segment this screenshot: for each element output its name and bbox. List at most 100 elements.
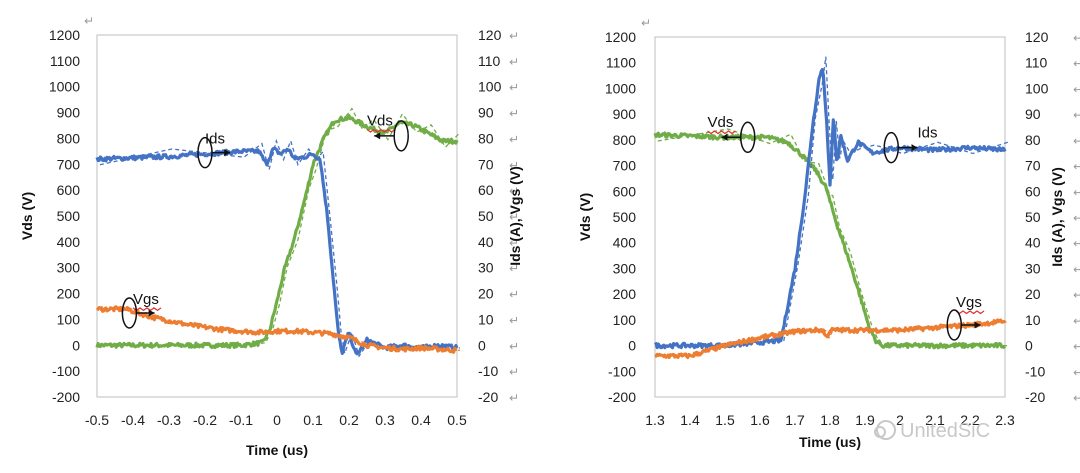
x-tick-label: -0.5 <box>85 412 109 428</box>
spell-underline <box>955 310 985 315</box>
paragraph-mark: ↵ <box>509 184 519 198</box>
paragraph-mark: ↵ <box>509 262 519 276</box>
arrow-head <box>374 132 381 140</box>
y-tick-label: 1200 <box>49 27 80 43</box>
y-tick-label: 200 <box>57 286 81 302</box>
x-tick-label: 0.4 <box>411 412 431 428</box>
y2-tick-label: 110 <box>1025 55 1048 71</box>
y2-tick-label: -20 <box>478 389 498 405</box>
paragraph-mark: ↵ <box>641 16 651 30</box>
y-tick-label: 400 <box>613 235 637 251</box>
paragraph-mark: ↵ <box>1073 57 1080 71</box>
spell-underline <box>132 307 162 312</box>
arrow-head <box>148 309 155 317</box>
x-axis-title: Time (us) <box>246 442 308 458</box>
paragraph-mark: ↵ <box>1073 237 1080 251</box>
y-tick-label: 600 <box>613 183 637 199</box>
x-tick-label: 0.5 <box>447 412 467 428</box>
plot-area <box>654 36 1006 398</box>
paragraph-mark: ↵ <box>1073 31 1080 45</box>
y-tick-label: 0 <box>72 337 80 353</box>
paragraph-mark: ↵ <box>509 391 519 405</box>
y-tick-label: -100 <box>608 363 636 379</box>
x-tick-label: 0.3 <box>375 412 395 428</box>
y-axis-title: Vds (V) <box>577 193 593 241</box>
y2-tick-label: 10 <box>1025 312 1041 328</box>
paragraph-mark: ↵ <box>1073 160 1080 174</box>
series-sim-ids <box>99 138 460 358</box>
y2-tick-label: 0 <box>1025 338 1033 354</box>
annotation-label-vgs: Vgs <box>133 291 159 308</box>
x-tick-label: 1.6 <box>750 412 770 428</box>
y2-tick-label: 40 <box>1025 235 1041 251</box>
x-tick-label: 1.3 <box>645 412 665 428</box>
arrow-head <box>721 133 728 141</box>
y-tick-label: -100 <box>52 363 80 379</box>
annotation-ellipse <box>393 120 409 152</box>
paragraph-mark: ↵ <box>1073 82 1080 96</box>
y2-tick-label: 0 <box>478 337 486 353</box>
y-tick-label: 700 <box>57 156 81 172</box>
y2-tick-label: 120 <box>478 27 502 43</box>
y2-tick-label: 30 <box>478 260 494 276</box>
plot-area <box>96 34 458 398</box>
annotation-label-vds: Vds <box>367 113 393 130</box>
spell-underline <box>707 130 736 135</box>
paragraph-mark: ↵ <box>509 29 519 43</box>
paragraph-mark: ↵ <box>1073 288 1080 302</box>
y2-tick-label: 80 <box>1025 132 1041 148</box>
series-sim-vds <box>657 128 1008 347</box>
paragraph-mark: ↵ <box>1073 365 1080 379</box>
x-tick-label: -0.2 <box>193 412 217 428</box>
annotation-label-vds: Vds <box>708 114 734 131</box>
paragraph-mark: ↵ <box>1073 340 1080 354</box>
y2-tick-label: 40 <box>478 234 494 250</box>
watermark-logo-icon <box>874 426 886 438</box>
x-tick-label: 1.4 <box>680 412 700 428</box>
series-line-vds <box>653 131 1007 350</box>
paragraph-mark: ↵ <box>509 210 519 224</box>
series-sim-vgs <box>99 306 460 351</box>
annotation-label-ids: Ids <box>918 124 938 141</box>
paragraph-mark: ↵ <box>509 339 519 353</box>
series-sim-vgs <box>657 321 1008 357</box>
y2-tick-label: 60 <box>1025 183 1041 199</box>
y-tick-label: 700 <box>613 158 637 174</box>
y-tick-label: 900 <box>57 105 81 121</box>
x-axis-title: Time (us) <box>799 434 861 450</box>
y2-tick-label: 30 <box>1025 260 1041 276</box>
y-tick-label: -200 <box>608 389 636 405</box>
y-tick-label: 500 <box>613 209 637 225</box>
watermark: UnitedSiC <box>900 420 990 442</box>
x-tick-label: 1.8 <box>820 412 840 428</box>
y-tick-label: 0 <box>628 338 636 354</box>
spell-underline <box>366 128 396 133</box>
y2-axis-title: Ids (A), Vgs (V) <box>1049 167 1065 267</box>
y-tick-label: 200 <box>613 286 637 302</box>
y2-axis-title: Ids (A), Vgs (V) <box>507 166 523 266</box>
paragraph-mark: ↵ <box>1073 134 1080 148</box>
y-tick-label: 1100 <box>50 53 80 69</box>
y-tick-label: 1200 <box>605 29 636 45</box>
y2-tick-label: -20 <box>1025 389 1045 405</box>
y2-tick-label: 100 <box>1025 80 1049 96</box>
watermark-logo-icon <box>876 420 896 440</box>
arrow-head <box>224 149 231 157</box>
y-tick-label: -200 <box>52 389 80 405</box>
y-tick-label: 1000 <box>605 80 636 96</box>
y-tick-label: 500 <box>57 208 81 224</box>
paragraph-mark: ↵ <box>509 288 519 302</box>
y2-tick-label: -10 <box>478 363 498 379</box>
x-tick-label: -0.1 <box>229 412 253 428</box>
chart-right: 1200110010009008007006005004003002001000… <box>577 16 1080 450</box>
y-tick-label: 100 <box>613 312 637 328</box>
x-tick-label: 0 <box>273 412 281 428</box>
paragraph-mark: ↵ <box>509 55 519 69</box>
paragraph-mark: ↵ <box>509 132 519 146</box>
y2-tick-label: 90 <box>478 105 494 121</box>
paragraph-mark: ↵ <box>509 236 519 250</box>
paragraph-mark: ↵ <box>509 158 519 172</box>
y2-tick-label: 90 <box>1025 106 1041 122</box>
x-tick-label: 1.7 <box>785 412 805 428</box>
